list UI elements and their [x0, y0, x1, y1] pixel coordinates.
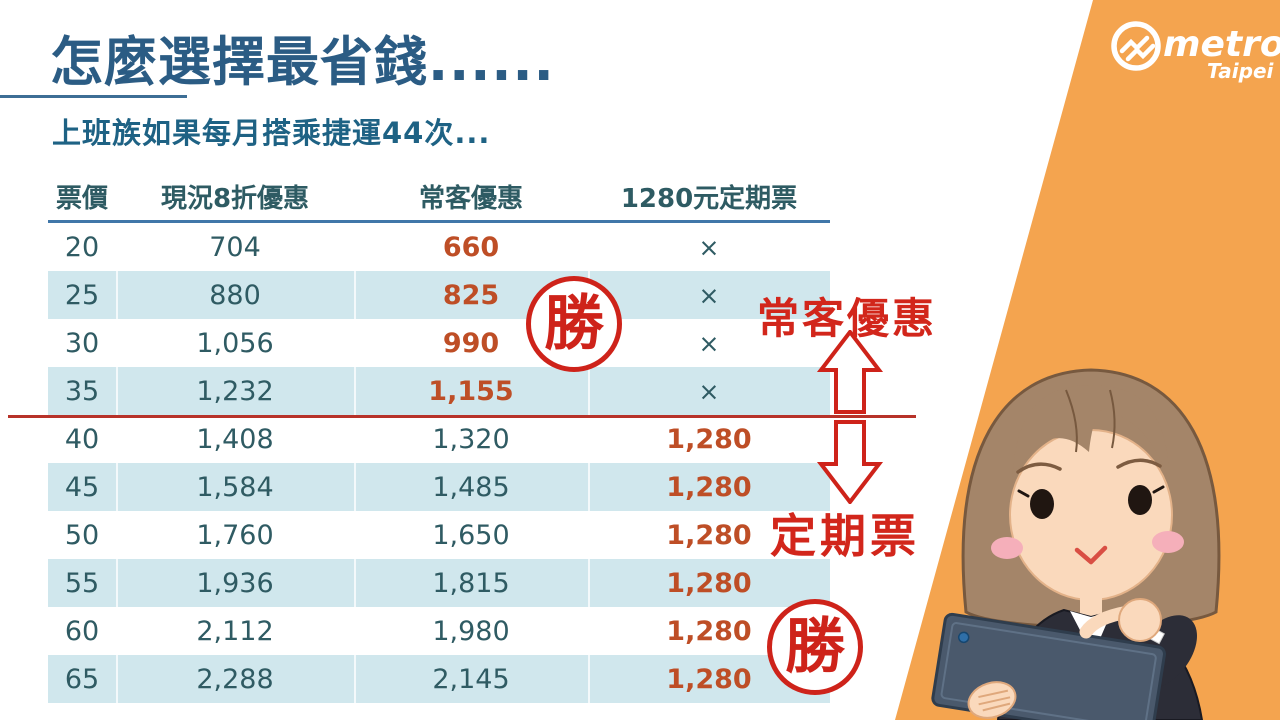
cell-fare: 60 — [64, 615, 100, 647]
cell-frequent: 1,320 — [432, 423, 510, 455]
cell-discount8: 704 — [209, 231, 261, 263]
cell-fare: 35 — [64, 375, 100, 407]
brand-name: metro — [1163, 24, 1280, 65]
eye-left — [1030, 489, 1054, 519]
cell-frequent: 2,145 — [354, 655, 588, 703]
cell-fare: 50 — [64, 519, 100, 551]
cell-frequent: 1,650 — [432, 519, 510, 551]
hand-right — [1118, 598, 1162, 642]
win-stamp-periodic: 勝 — [767, 599, 863, 695]
table-row: 50 1,760 1,650 1,280 — [48, 511, 830, 559]
table-body: 20 704 660 × 25 880 825 × 30 1,056 990 × 35 1,232 1,15… — [48, 223, 830, 703]
metro-emblem-icon — [1111, 21, 1161, 71]
table-row: 35 1,232 1,155 × — [48, 367, 830, 415]
table-row: 60 2,112 1,980 1,280 — [48, 607, 830, 655]
cell-fare: 20 — [64, 231, 100, 263]
cell-frequent: 660 — [442, 231, 500, 263]
periodic-ticket-label: 定期票 — [770, 509, 920, 563]
hair-fringe — [1012, 385, 1170, 485]
header-periodic: 1280元定期票 — [620, 183, 798, 214]
cell-periodic: 1,280 — [588, 559, 830, 607]
table-row: 45 1,584 1,485 1,280 — [48, 463, 830, 511]
cell-periodic: 1,280 — [588, 463, 830, 511]
title-underline — [0, 95, 187, 98]
table-row: 30 1,056 990 × — [48, 319, 830, 367]
mouth — [1074, 545, 1108, 565]
cell-periodic: 1,280 — [666, 615, 752, 647]
cell-periodic: 1,280 — [666, 423, 752, 455]
brand-sub: Taipei — [1207, 59, 1275, 83]
cell-discount8: 1,232 — [116, 367, 354, 415]
cell-fare: 45 — [64, 471, 100, 503]
hand-left — [967, 681, 1017, 719]
cell-fare: 30 — [64, 327, 100, 359]
breakeven-divider-line — [8, 415, 916, 418]
cell-frequent: 1,155 — [354, 367, 588, 415]
cell-periodic: × — [588, 271, 830, 319]
metro-logo: metro Taipei — [1111, 21, 1280, 83]
header-discount8: 現況8折優惠 — [160, 183, 310, 214]
cell-periodic: 1,280 — [588, 655, 830, 703]
cell-periodic: × — [588, 367, 830, 415]
cell-fare: 25 — [64, 279, 100, 311]
table-row: 25 880 825 × — [48, 271, 830, 319]
tablet-camera-dot — [957, 631, 970, 644]
page-title: 怎麼選擇最省錢...... — [50, 32, 555, 93]
cell-fare: 40 — [64, 423, 100, 455]
cell-discount8: 1,936 — [116, 559, 354, 607]
cell-discount8: 1,760 — [196, 519, 274, 551]
frequent-discount-label: 常客優惠 — [757, 294, 938, 343]
table-header-row: 票價 現況8折優惠 常客優惠 1280元定期票 — [48, 172, 830, 223]
cell-discount8: 1,408 — [196, 423, 274, 455]
cell-periodic: × — [698, 232, 720, 262]
cell-fare: 65 — [64, 663, 100, 695]
cell-frequent: 1,980 — [432, 615, 510, 647]
blush-right — [1152, 531, 1184, 553]
comparison-arrows — [816, 330, 884, 504]
cell-discount8: 2,288 — [116, 655, 354, 703]
woman-illustration — [931, 368, 1221, 720]
win-stamp-frequent: 勝 — [526, 276, 622, 372]
arrow-down-icon — [816, 420, 884, 504]
table-row: 55 1,936 1,815 1,280 — [48, 559, 830, 607]
cell-frequent: 825 — [354, 271, 588, 319]
cell-periodic: 1,280 — [666, 519, 752, 551]
cell-discount8: 2,112 — [196, 615, 274, 647]
arrow-up-icon — [816, 330, 884, 414]
subtitle: 上班族如果每月搭乘捷運44次... — [52, 116, 491, 150]
cell-fare: 55 — [64, 567, 100, 599]
cell-periodic: × — [698, 328, 720, 358]
cell-frequent: 990 — [442, 327, 500, 359]
eye-right — [1128, 485, 1152, 515]
cell-discount8: 880 — [116, 271, 354, 319]
fare-table: 票價 現況8折優惠 常客優惠 1280元定期票 20 704 660 × 25 880 82… — [48, 172, 830, 703]
cell-discount8: 1,056 — [196, 327, 274, 359]
cell-frequent: 1,815 — [354, 559, 588, 607]
table-row: 65 2,288 2,145 1,280 — [48, 655, 830, 703]
blush-left — [991, 537, 1023, 559]
table-row: 40 1,408 1,320 1,280 — [48, 415, 830, 463]
header-fare: 票價 — [55, 183, 108, 214]
table-row: 20 704 660 × — [48, 223, 830, 271]
header-frequent: 常客優惠 — [418, 183, 523, 214]
cell-frequent: 1,485 — [354, 463, 588, 511]
cell-discount8: 1,584 — [116, 463, 354, 511]
